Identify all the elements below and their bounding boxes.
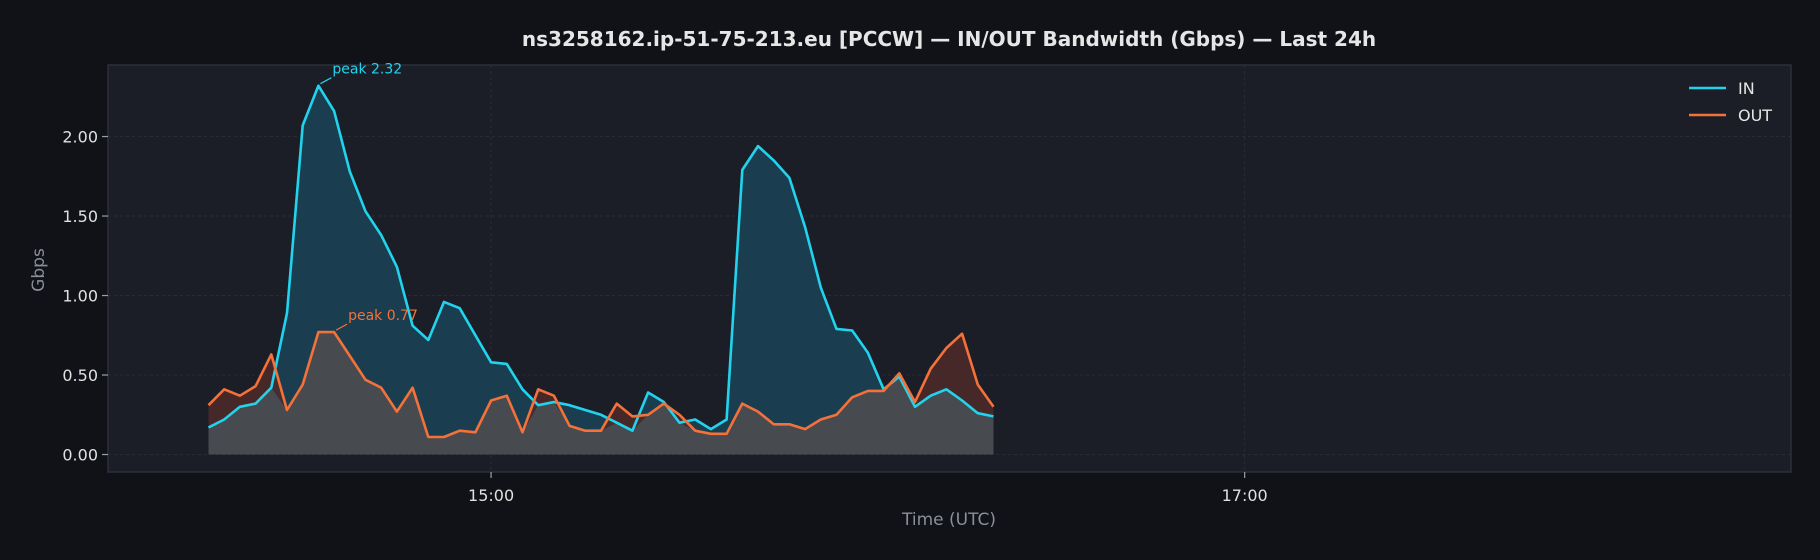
y-tick-label: 0.50	[62, 366, 98, 385]
y-tick-label: 1.50	[62, 207, 98, 226]
legend-label-out: OUT	[1738, 106, 1772, 125]
x-axis: 15:00 17:00	[468, 472, 1268, 505]
y-tick-label: 0.00	[62, 446, 98, 465]
chart-title: ns3258162.ip-51-75-213.eu [PCCW] — IN/OU…	[522, 27, 1376, 51]
legend-label-in: IN	[1738, 79, 1755, 98]
series-fills	[208, 85, 994, 455]
annotation-label: peak 2.32	[332, 62, 402, 78]
x-tick-label: 15:00	[468, 486, 514, 505]
annotations: peak 2.32 peak 0.77	[320, 62, 418, 331]
x-tick-label: 17:00	[1222, 486, 1268, 505]
y-axis-label: Gbps	[29, 248, 49, 292]
x-axis-label: Time (UTC)	[901, 510, 996, 530]
annotation-label: peak 0.77	[348, 308, 418, 324]
y-axis: 0.00 0.50 1.00 1.50 2.00	[62, 128, 108, 465]
series-lines	[207, 84, 995, 439]
series-fill-in	[208, 85, 994, 455]
legend: IN OUT	[1689, 79, 1772, 125]
annotation-leader	[335, 323, 348, 331]
series-line-in	[207, 84, 994, 432]
series-line-out	[207, 330, 995, 439]
annotation-leader	[320, 77, 332, 85]
overlap-fill	[208, 332, 994, 455]
y-tick-label: 1.00	[62, 287, 98, 306]
y-tick-label: 2.00	[62, 128, 98, 147]
